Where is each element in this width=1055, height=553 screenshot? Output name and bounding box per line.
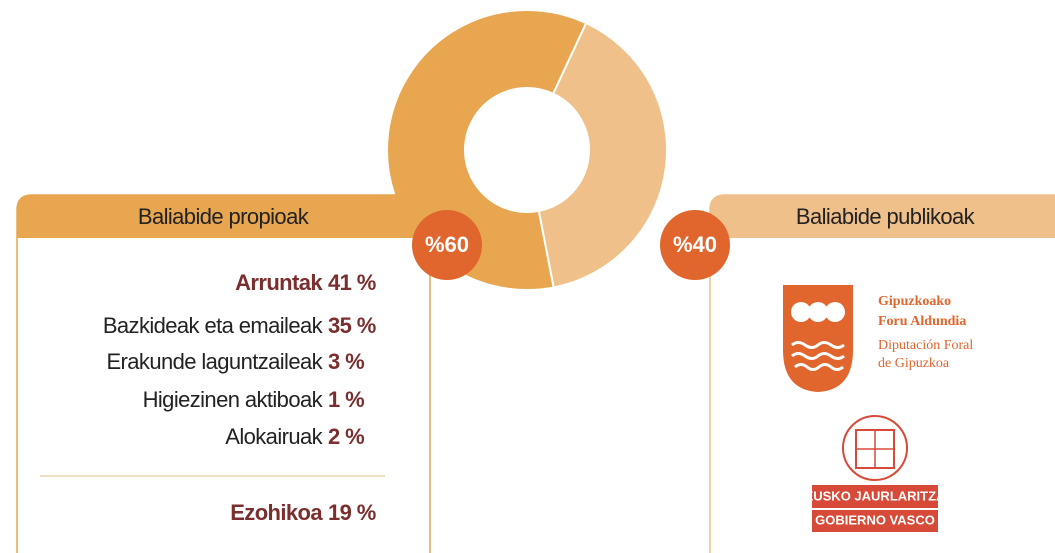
waves — [791, 341, 845, 371]
logo-band — [812, 510, 938, 532]
logo-text: GOBIERNO VASCO — [815, 512, 935, 527]
eusko-jaurlaritza-logo: EUSKO JAURLARITZA GOBIERNO VASCO — [805, 415, 946, 532]
gipuzkoa-logo: Gipuzkoako Foru Aldundia Diputación Fora… — [783, 285, 973, 392]
left-panel-header — [17, 195, 430, 238]
item-name: Erakunde laguntzaileak — [106, 349, 323, 374]
tree — [808, 302, 828, 322]
logo-text: Diputación Foral — [878, 338, 973, 353]
item-value: 19 % — [328, 500, 376, 525]
logo-text: de Gipuzkoa — [878, 356, 950, 371]
breakdown-list: Arruntak 41 %Bazkideak eta emaileak 35 %Er… — [103, 270, 377, 525]
item-name: Ezohikoa — [230, 500, 323, 525]
left-panel-title: Baliabide propioak — [138, 204, 310, 229]
item-value: 2 % — [328, 424, 364, 449]
shield — [783, 285, 853, 392]
item-name: Bazkideak eta emaileak — [103, 313, 324, 338]
tree — [791, 302, 811, 322]
slice — [537, 21, 668, 289]
right-panel-header — [710, 195, 1055, 238]
item-name: Alokairuak — [225, 424, 323, 449]
item-value: 41 % — [328, 270, 376, 295]
item-name: Arruntak — [235, 270, 323, 295]
badge-label: %60 — [425, 232, 469, 257]
logo-text: Gipuzkoako — [878, 294, 951, 309]
badge-label: %40 — [673, 232, 717, 257]
logo-text: EUSKO JAURLARITZA — [805, 488, 946, 503]
right-panel-title: Baliabide publikoak — [796, 204, 976, 229]
logo-band — [812, 485, 938, 508]
logo-text: Foru Aldundia — [878, 314, 966, 329]
badge — [412, 210, 482, 280]
item-name: Higiezinen aktiboak — [143, 387, 324, 412]
item-value: 3 % — [328, 349, 364, 374]
item-value: 1 % — [328, 387, 364, 412]
crest — [842, 415, 908, 481]
item-value: 35 % — [328, 313, 376, 338]
tree — [825, 302, 845, 322]
badge — [660, 210, 730, 280]
